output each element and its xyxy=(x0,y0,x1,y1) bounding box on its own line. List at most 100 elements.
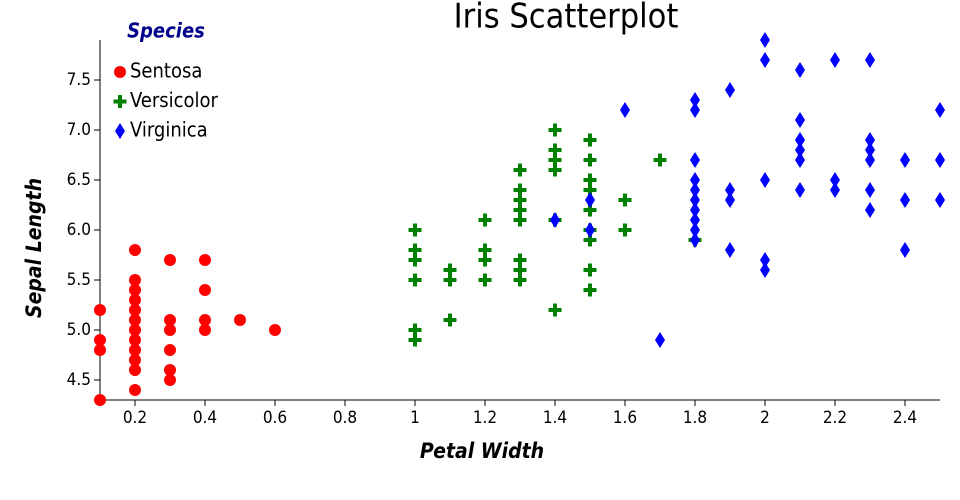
point xyxy=(760,32,770,48)
point xyxy=(129,354,141,366)
point xyxy=(690,92,700,108)
y-tick-label: 4.5 xyxy=(67,370,91,390)
point xyxy=(725,82,735,98)
point xyxy=(129,324,141,336)
point xyxy=(865,202,875,218)
point xyxy=(548,303,562,317)
legend-marker xyxy=(114,66,126,78)
point xyxy=(618,223,632,237)
y-tick-label: 7.0 xyxy=(67,120,91,140)
point xyxy=(690,202,700,218)
point xyxy=(408,333,422,347)
point xyxy=(513,273,527,287)
point xyxy=(865,52,875,68)
point xyxy=(725,182,735,198)
point xyxy=(655,332,665,348)
x-tick-label: 0.6 xyxy=(263,408,287,428)
point xyxy=(585,192,595,208)
point xyxy=(513,213,527,227)
point xyxy=(443,313,457,327)
point xyxy=(129,244,141,256)
y-tick-label: 5.5 xyxy=(67,270,91,290)
point xyxy=(548,123,562,137)
point xyxy=(725,192,735,208)
point xyxy=(795,142,805,158)
point xyxy=(900,192,910,208)
point xyxy=(129,284,141,296)
point xyxy=(760,262,770,278)
point xyxy=(830,172,840,188)
point xyxy=(550,212,560,228)
point xyxy=(618,193,632,207)
point xyxy=(690,102,700,118)
point xyxy=(129,314,141,326)
point xyxy=(129,384,141,396)
point xyxy=(760,52,770,68)
point xyxy=(690,212,700,228)
point xyxy=(408,273,422,287)
y-axis-title: Sepal Length xyxy=(22,178,46,318)
point xyxy=(830,182,840,198)
point xyxy=(94,344,106,356)
point xyxy=(478,273,492,287)
point xyxy=(548,143,562,157)
point xyxy=(690,182,700,198)
point xyxy=(620,102,630,118)
point xyxy=(830,52,840,68)
x-tick-label: 2 xyxy=(760,408,770,428)
x-tick-label: 1.4 xyxy=(543,408,567,428)
point xyxy=(865,142,875,158)
point xyxy=(443,273,457,287)
point xyxy=(408,253,422,267)
x-tick-label: 1.8 xyxy=(683,408,707,428)
point xyxy=(583,233,597,247)
point xyxy=(408,223,422,237)
point xyxy=(164,364,176,376)
point xyxy=(164,314,176,326)
point xyxy=(690,232,700,248)
x-tick-label: 2.4 xyxy=(893,408,917,428)
point xyxy=(548,163,562,177)
point xyxy=(269,324,281,336)
point xyxy=(513,183,527,197)
point xyxy=(164,254,176,266)
point xyxy=(408,323,422,337)
point xyxy=(129,274,141,286)
point xyxy=(513,203,527,217)
point xyxy=(935,152,945,168)
point xyxy=(129,294,141,306)
point xyxy=(583,183,597,197)
point xyxy=(935,102,945,118)
x-axis-title: Petal Width xyxy=(420,439,544,463)
point xyxy=(513,253,527,267)
x-tick-label: 0.4 xyxy=(193,408,217,428)
point xyxy=(513,193,527,207)
point xyxy=(795,112,805,128)
point xyxy=(760,172,770,188)
point xyxy=(795,152,805,168)
point xyxy=(583,203,597,217)
point xyxy=(865,182,875,198)
chart-title: Iris Scatterplot xyxy=(454,0,679,37)
point xyxy=(583,173,597,187)
point xyxy=(164,344,176,356)
point xyxy=(583,153,597,167)
point xyxy=(795,132,805,148)
legend-marker xyxy=(115,123,125,139)
x-tick-label: 1 xyxy=(410,408,420,428)
point xyxy=(900,152,910,168)
x-tick-label: 0.2 xyxy=(123,408,147,428)
point xyxy=(760,252,770,268)
point xyxy=(725,242,735,258)
point xyxy=(129,344,141,356)
point xyxy=(900,242,910,258)
legend-label: Sentosa xyxy=(130,59,202,83)
point xyxy=(865,152,875,168)
point xyxy=(795,182,805,198)
point xyxy=(478,213,492,227)
point xyxy=(865,132,875,148)
point xyxy=(795,62,805,78)
point xyxy=(513,163,527,177)
point xyxy=(513,263,527,277)
point xyxy=(94,334,106,346)
